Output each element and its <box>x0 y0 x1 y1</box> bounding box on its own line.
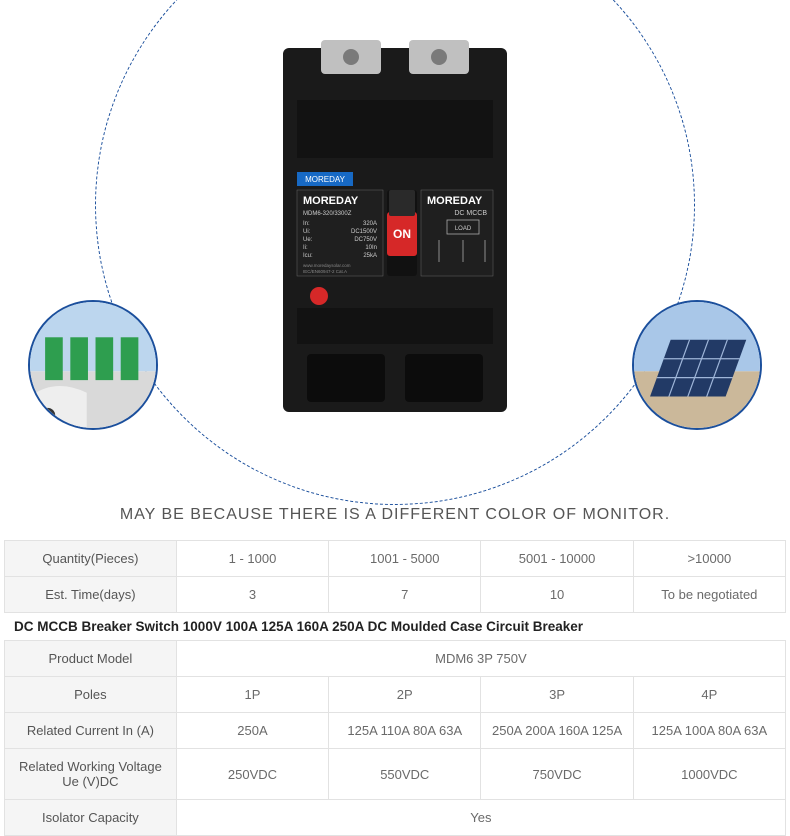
left-application-circle <box>28 300 158 430</box>
svg-text:Ui:: Ui: <box>303 229 311 235</box>
row-label: Quantity(Pieces) <box>5 541 177 577</box>
table-row: Est. Time(days)3710To be negotiated <box>5 577 786 613</box>
cell: 1P <box>176 677 328 713</box>
right-application-circle <box>632 300 762 430</box>
cell: 4P <box>633 677 785 713</box>
row-label: Isolator Capacity <box>5 800 177 836</box>
cell: 5001 - 10000 <box>481 541 633 577</box>
svg-text:IEC/EN60947-2 Cat.A: IEC/EN60947-2 Cat.A <box>303 269 347 274</box>
cell: 250VDC <box>176 749 328 800</box>
svg-text:MDM6-320/3300Z: MDM6-320/3300Z <box>303 211 352 217</box>
caption-text: MAY BE BECAUSE THERE IS A DIFFERENT COLO… <box>0 506 790 524</box>
svg-text:25kA: 25kA <box>363 253 377 259</box>
cell: 1001 - 5000 <box>329 541 481 577</box>
row-label: Related Current In (A) <box>5 713 177 749</box>
cell: MDM6 3P 750V <box>176 641 785 677</box>
svg-text:320A: 320A <box>363 221 377 227</box>
cell: 3 <box>176 577 328 613</box>
table-row: Product ModelMDM6 3P 750V <box>5 641 786 677</box>
cell: 1 - 1000 <box>176 541 328 577</box>
row-label: Product Model <box>5 641 177 677</box>
ev-charging-icon <box>30 302 156 428</box>
cell: 250A <box>176 713 328 749</box>
cell: 3P <box>481 677 633 713</box>
table-row: Isolator CapacityYes <box>5 800 786 836</box>
svg-text:www.moredaysolar.com: www.moredaysolar.com <box>303 263 351 268</box>
row-label: Related Working Voltage Ue (V)DC <box>5 749 177 800</box>
table-row: Quantity(Pieces)1 - 10001001 - 50005001 … <box>5 541 786 577</box>
cell: 125A 100A 80A 63A <box>633 713 785 749</box>
svg-text:MOREDAY: MOREDAY <box>305 175 346 184</box>
solar-panel-icon <box>634 302 760 428</box>
svg-text:10In: 10In <box>365 245 377 251</box>
row-label: Est. Time(days) <box>5 577 177 613</box>
svg-text:Ue:: Ue: <box>303 237 313 243</box>
table-row: Related Current In (A)250A125A 110A 80A … <box>5 713 786 749</box>
tables-section: Quantity(Pieces)1 - 10001001 - 50005001 … <box>0 540 790 836</box>
product-title: DC MCCB Breaker Switch 1000V 100A 125A 1… <box>4 613 786 640</box>
cell: 750VDC <box>481 749 633 800</box>
cell: 125A 110A 80A 63A <box>329 713 481 749</box>
svg-text:Icu:: Icu: <box>303 253 313 259</box>
svg-text:Ii:: Ii: <box>303 245 308 251</box>
row-label: Poles <box>5 677 177 713</box>
cell: 7 <box>329 577 481 613</box>
svg-text:LOAD: LOAD <box>455 226 472 232</box>
cell: >10000 <box>633 541 785 577</box>
svg-text:DC750V: DC750V <box>354 237 377 243</box>
svg-text:In:: In: <box>303 221 310 227</box>
cell: 2P <box>329 677 481 713</box>
product-spec-table: Product ModelMDM6 3P 750VPoles1P2P3P4PRe… <box>4 640 786 836</box>
cell: 550VDC <box>329 749 481 800</box>
svg-text:MOREDAY: MOREDAY <box>427 195 483 207</box>
cell: 250A 200A 160A 125A <box>481 713 633 749</box>
cell: To be negotiated <box>633 577 785 613</box>
svg-text:ON: ON <box>393 227 411 241</box>
svg-text:DC1500V: DC1500V <box>351 229 377 235</box>
cell: Yes <box>176 800 785 836</box>
svg-text:MOREDAY: MOREDAY <box>303 195 359 207</box>
hero-diagram: MOREDAY MOREDAY MDM6-320/3300Z In: 320A … <box>0 0 790 500</box>
product-image: MOREDAY MOREDAY MDM6-320/3300Z In: 320A … <box>275 40 515 420</box>
table-row: Related Working Voltage Ue (V)DC250VDC55… <box>5 749 786 800</box>
table-row: Poles1P2P3P4P <box>5 677 786 713</box>
cell: 1000VDC <box>633 749 785 800</box>
cell: 10 <box>481 577 633 613</box>
quantity-leadtime-table: Quantity(Pieces)1 - 10001001 - 50005001 … <box>4 540 786 613</box>
svg-text:DC MCCB: DC MCCB <box>454 210 487 217</box>
